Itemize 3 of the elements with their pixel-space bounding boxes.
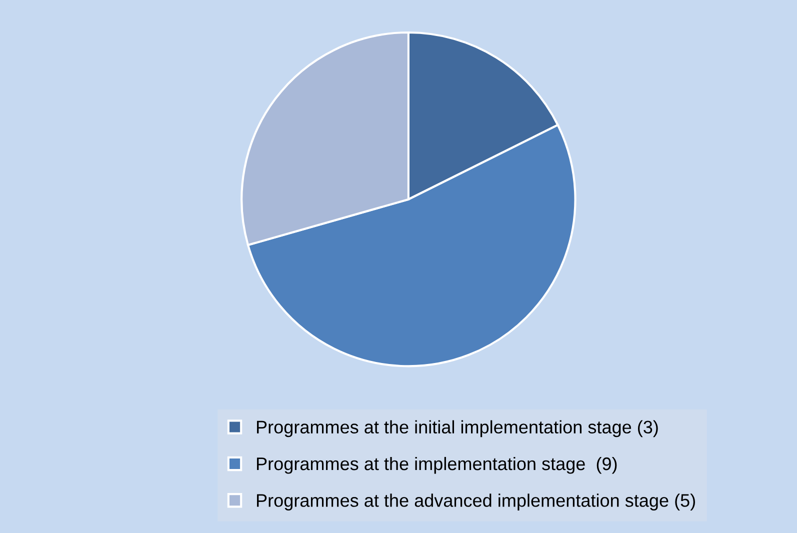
legend-label: Programmes at the implementation stage (9) [257,456,617,474]
legend-label: Programmes at the initial implementation stage (3) [257,420,658,438]
legend-label: Programmes at the advanced implementation stage (5) [257,494,695,510]
